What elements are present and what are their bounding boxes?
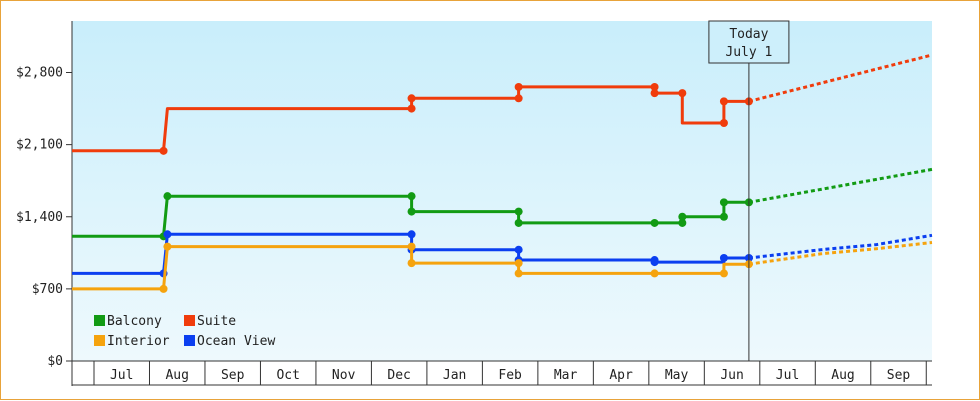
data-point xyxy=(514,259,523,268)
legend-item: Interior xyxy=(94,334,170,349)
data-point xyxy=(650,218,659,227)
month-label: Sep xyxy=(887,368,911,383)
y-tick-label: $700 xyxy=(32,282,63,297)
legend-swatch xyxy=(184,335,195,346)
y-tick-label: $2,800 xyxy=(16,66,63,81)
data-point xyxy=(407,259,416,268)
data-point xyxy=(678,212,687,221)
data-point xyxy=(514,245,523,254)
legend-label: Suite xyxy=(197,314,236,329)
series-interior xyxy=(72,241,933,293)
legend-swatch xyxy=(94,315,105,326)
data-point xyxy=(719,119,728,127)
data-point xyxy=(163,230,172,239)
data-point xyxy=(719,253,728,262)
data-point xyxy=(514,207,523,216)
data-point xyxy=(514,94,523,103)
month-label: Nov xyxy=(332,368,356,383)
legend-item: Suite xyxy=(184,314,236,329)
y-tick-label: $1,400 xyxy=(16,210,63,225)
legend-swatch xyxy=(94,335,105,346)
month-label: Aug xyxy=(165,368,188,383)
data-point xyxy=(514,82,523,91)
legend-item: Ocean View xyxy=(184,334,275,349)
data-point xyxy=(650,89,659,98)
legend-label: Interior xyxy=(107,334,170,349)
month-label: May xyxy=(665,368,689,383)
y-axis-ticks: $0 $700 $1,400 $2,100 $2,800 xyxy=(16,66,72,369)
data-point xyxy=(650,82,659,91)
forecast-line xyxy=(748,233,933,260)
today-date: July 1 xyxy=(725,45,772,60)
x-axis-months: Jul Aug Sep Oct Nov Dec Jan Feb Mar Apr May Jun Jul A… xyxy=(93,361,927,385)
data-point xyxy=(514,218,523,227)
data-point xyxy=(159,146,168,155)
data-point xyxy=(678,218,687,227)
y-tick-label: $2,100 xyxy=(16,138,63,153)
today-box xyxy=(708,20,790,64)
month-label: Apr xyxy=(609,368,633,383)
month-label: Jan xyxy=(443,368,466,383)
data-point xyxy=(514,269,523,278)
data-point xyxy=(163,192,172,201)
forecast-line xyxy=(748,53,933,103)
series-balcony xyxy=(72,167,933,241)
data-point xyxy=(719,269,728,278)
legend-label: Balcony xyxy=(107,314,162,329)
today-label: Today xyxy=(729,27,768,42)
axes xyxy=(71,21,932,386)
month-label: Mar xyxy=(554,368,578,383)
legend-label: Ocean View xyxy=(197,334,275,349)
month-label: Sep xyxy=(221,368,245,383)
legend-item: Balcony xyxy=(94,314,162,329)
data-point xyxy=(678,89,687,98)
today-marker: Today July 1 xyxy=(708,20,790,361)
month-label: Jul xyxy=(776,368,799,383)
legend-swatch xyxy=(184,315,195,326)
data-point xyxy=(163,242,172,251)
data-point xyxy=(650,258,659,267)
month-label: Jun xyxy=(720,368,743,383)
data-point xyxy=(407,94,416,103)
data-point xyxy=(407,192,416,201)
data-point xyxy=(719,97,728,106)
y-tick-label: $0 xyxy=(47,354,63,369)
series-layer xyxy=(72,53,933,293)
forecast-line xyxy=(748,241,933,266)
data-point xyxy=(407,207,416,216)
data-point xyxy=(650,269,659,278)
series-suite xyxy=(72,53,933,155)
data-point xyxy=(719,212,728,221)
month-label: Oct xyxy=(276,368,299,383)
data-point xyxy=(719,198,728,207)
month-label: Aug xyxy=(831,368,854,383)
forecast-line xyxy=(748,167,933,204)
data-point xyxy=(407,230,416,239)
month-label: Feb xyxy=(498,368,522,383)
series-line xyxy=(72,85,749,153)
data-point xyxy=(159,284,168,293)
month-label: Jul xyxy=(110,368,133,383)
data-point xyxy=(407,104,416,113)
plot-area xyxy=(72,21,932,361)
data-point xyxy=(407,242,416,251)
legend: Balcony Suite Interior Ocean View xyxy=(94,314,275,349)
month-label: Dec xyxy=(387,368,410,383)
